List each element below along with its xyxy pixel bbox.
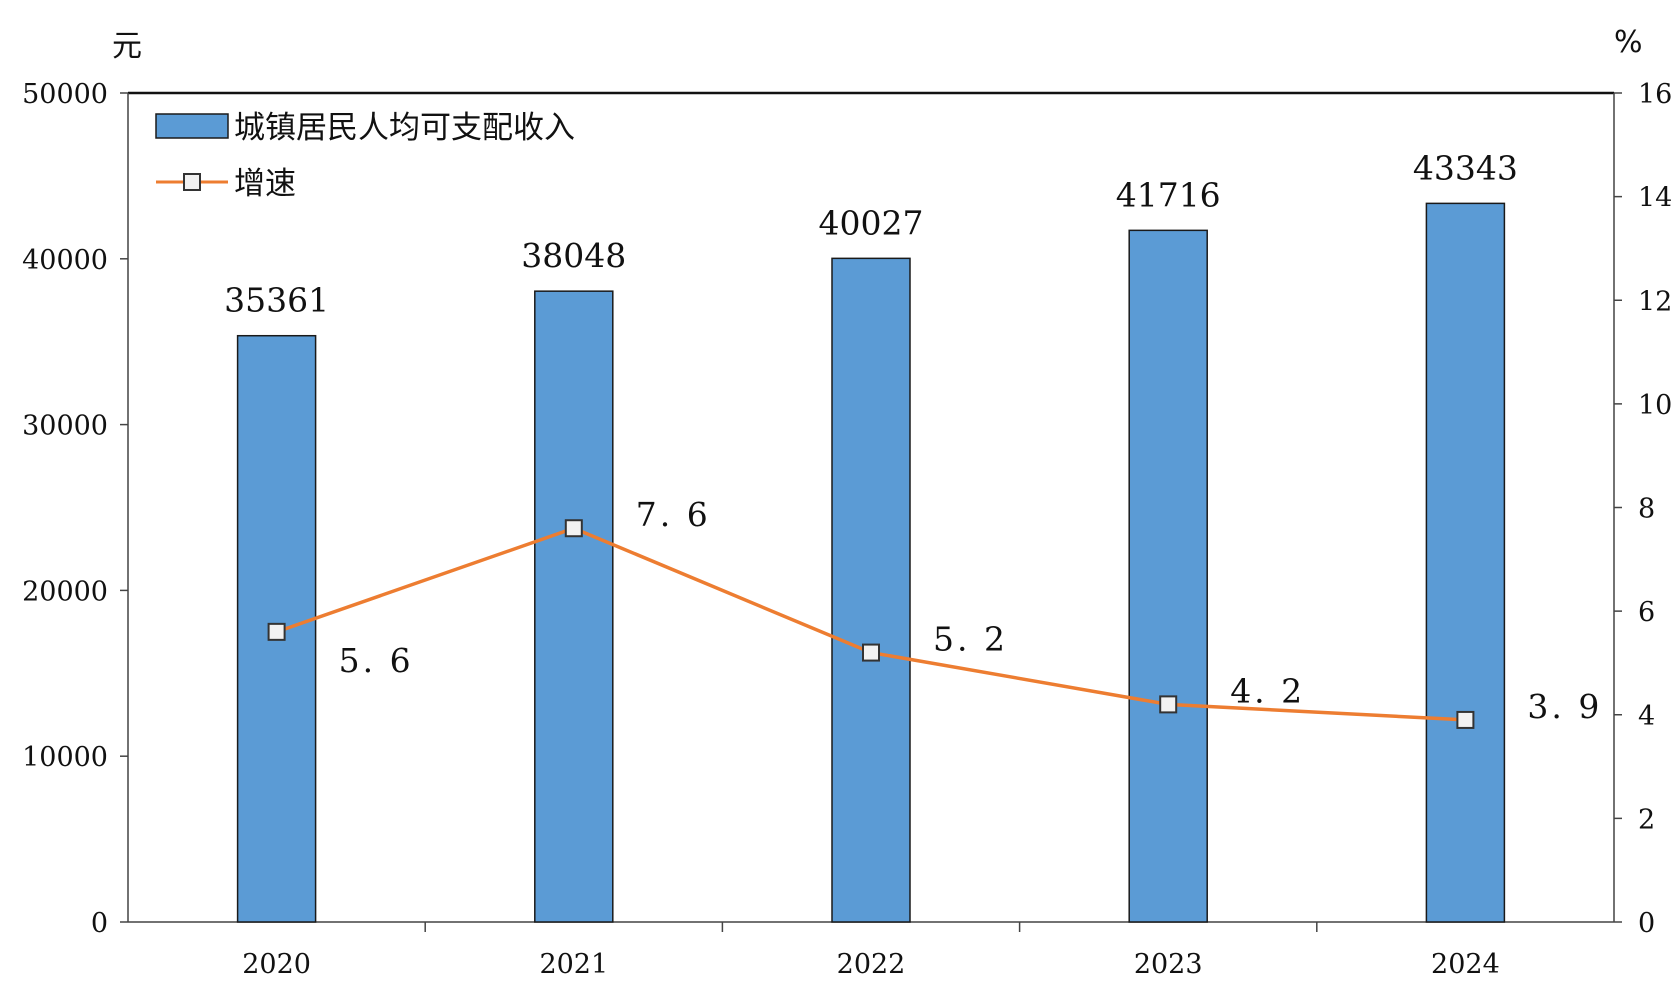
left-tick-label: 40000 bbox=[22, 245, 108, 276]
growth-marker-2024 bbox=[1456, 710, 1475, 729]
bar-2022 bbox=[831, 257, 911, 923]
right-tick-label: 16 bbox=[1638, 79, 1672, 110]
right-tick-label: 12 bbox=[1638, 286, 1672, 317]
left-tick-label: 50000 bbox=[22, 79, 108, 110]
x-label-2022: 2022 bbox=[837, 949, 906, 980]
legend: 城镇居民人均可支配收入 增速 bbox=[155, 110, 575, 202]
right-tick-label: 10 bbox=[1638, 390, 1672, 421]
line-value-labels: 5. 6 7. 6 5. 2 4. 2 3. 9 bbox=[339, 495, 1602, 726]
bar-value-labels: 35361 38048 40027 41716 43343 bbox=[224, 148, 1518, 319]
growth-label-2023: 4. 2 bbox=[1230, 671, 1305, 710]
right-tick-label: 6 bbox=[1638, 597, 1655, 628]
left-tick-label: 0 bbox=[91, 908, 108, 939]
bar-2024 bbox=[1425, 202, 1506, 923]
line-series bbox=[267, 519, 1475, 729]
bar-label-2020: 35361 bbox=[224, 281, 329, 320]
right-tick-label: 4 bbox=[1638, 701, 1655, 732]
right-tick-label: 0 bbox=[1638, 908, 1655, 939]
growth-label-2024: 3. 9 bbox=[1527, 687, 1602, 726]
growth-label-2020: 5. 6 bbox=[339, 641, 414, 680]
growth-marker-2021 bbox=[564, 519, 583, 538]
left-tick-label: 20000 bbox=[22, 576, 108, 607]
legend-bar-swatch bbox=[155, 113, 229, 139]
growth-marker-2023 bbox=[1159, 695, 1178, 714]
left-tick-label: 10000 bbox=[22, 742, 108, 773]
right-tick-label: 2 bbox=[1638, 804, 1655, 835]
legend-line-marker bbox=[183, 173, 201, 191]
bar-label-2023: 41716 bbox=[1116, 175, 1221, 214]
x-label-2024: 2024 bbox=[1431, 949, 1500, 980]
legend-bar-label: 城镇居民人均可支配收入 bbox=[234, 110, 575, 146]
left-axis-unit: 元 bbox=[112, 29, 142, 64]
right-axis-unit: % bbox=[1614, 25, 1643, 60]
bar-2023 bbox=[1128, 229, 1208, 923]
bar-label-2024: 43343 bbox=[1413, 148, 1518, 187]
left-tick-label: 30000 bbox=[22, 411, 108, 442]
growth-label-2022: 5. 2 bbox=[933, 620, 1008, 659]
bar-label-2021: 38048 bbox=[521, 236, 626, 275]
x-label-2021: 2021 bbox=[539, 949, 608, 980]
bar-label-2022: 40027 bbox=[819, 203, 924, 242]
growth-label-2021: 7. 6 bbox=[636, 495, 711, 534]
growth-marker-2022 bbox=[862, 643, 880, 662]
right-tick-label: 8 bbox=[1638, 494, 1655, 525]
growth-marker-2020 bbox=[267, 622, 286, 641]
right-tick-label: 14 bbox=[1638, 183, 1672, 214]
bar-2021 bbox=[534, 290, 614, 923]
bar-series bbox=[236, 202, 1506, 923]
axes: 0 10000 20000 30000 40000 50000 0 2 4 6 8 10 12 14 16 bbox=[22, 79, 1672, 939]
x-tick-labels: 2020 2021 2022 2023 2024 bbox=[242, 949, 1500, 980]
x-label-2023: 2023 bbox=[1134, 949, 1203, 980]
x-label-2020: 2020 bbox=[242, 949, 311, 980]
legend-line-label: 增速 bbox=[234, 166, 296, 202]
